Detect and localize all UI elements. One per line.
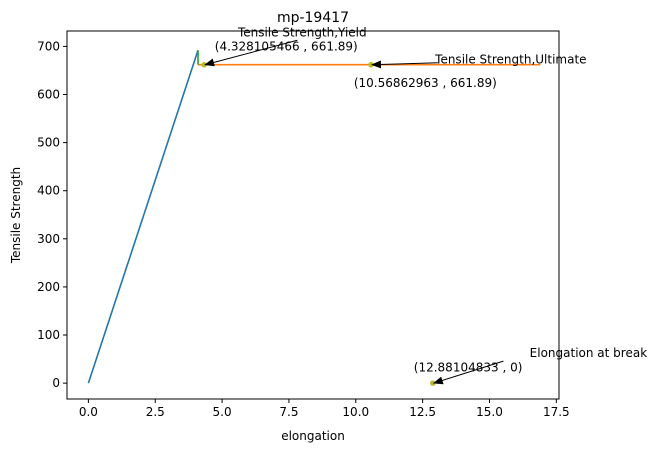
annotation-arrow-4 — [432, 360, 504, 385]
chart-title: mp-19417 — [277, 10, 349, 26]
x-tick-label: 10.0 — [342, 405, 369, 419]
x-tick-label: 5.0 — [213, 405, 232, 419]
x-tick-label: 0.0 — [79, 405, 98, 419]
series-layer — [87, 49, 541, 384]
annotation-label-5: (12.88104833 , 0) — [414, 361, 523, 375]
y-tick-label: 0 — [52, 376, 60, 390]
y-axis: 0 100 200 300 400 500 600 700 — [37, 39, 67, 390]
y-tick-label: 700 — [37, 39, 60, 53]
series-line-0 — [87, 49, 199, 384]
annotation-label-3: (10.56862963 , 661.89) — [354, 76, 497, 90]
y-tick-label: 100 — [37, 328, 60, 342]
points-layer — [201, 61, 436, 386]
y-tick-label: 600 — [37, 87, 60, 101]
y-tick-label: 300 — [37, 232, 60, 246]
x-tick-label: 7.5 — [279, 405, 298, 419]
x-tick-label: 2.5 — [146, 405, 165, 419]
x-axis: 0.0 2.5 5.0 7.5 10.0 12.5 15.0 17.5 — [79, 399, 570, 419]
annotation-arrow-2 — [370, 60, 438, 69]
x-tick-label: 17.5 — [543, 405, 570, 419]
annotation-label-2: Tensile Strength,Ultimate — [434, 53, 586, 67]
y-axis-label: Tensile Strength — [9, 167, 23, 264]
annotation-arrow-0 — [204, 39, 298, 67]
x-axis-label: elongation — [281, 429, 345, 443]
x-tick-label: 12.5 — [409, 405, 436, 419]
plot-frame — [66, 30, 560, 400]
x-tick-label: 15.0 — [476, 405, 503, 419]
y-tick-label: 400 — [37, 184, 60, 198]
annotation-label-0: Tensile Strength,Yield — [237, 25, 367, 39]
annotation-label-4: Elongation at break — [530, 346, 648, 360]
annotation-label-1: (4.328105466 , 661.89) — [215, 40, 358, 54]
annotations-layer: Tensile Strength,Yield(4.328105466 , 661… — [204, 25, 648, 385]
y-tick-label: 200 — [37, 280, 60, 294]
y-tick-label: 500 — [37, 136, 60, 150]
